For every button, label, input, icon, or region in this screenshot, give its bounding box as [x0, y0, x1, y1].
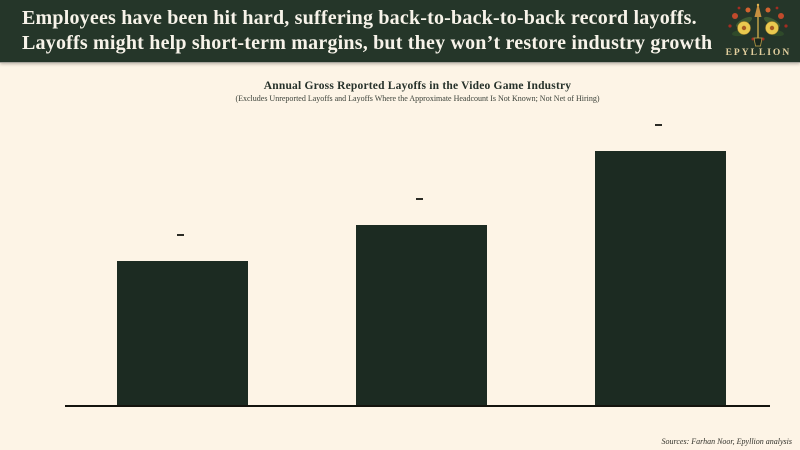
chart-title: Annual Gross Reported Layoffs in the Vid…	[263, 80, 572, 92]
headline: Employees have been hit hard, suffering …	[0, 0, 712, 56]
bar-value-dash	[415, 198, 423, 200]
sources-note: Sources: Farhan Noor, Epyllion analysis	[661, 437, 792, 446]
plot-area	[65, 70, 770, 407]
bar-group-3	[595, 70, 726, 407]
chart-subtitle: (Excludes Unreported Layoffs and Layoffs…	[235, 94, 600, 103]
bar-value-dash	[654, 124, 662, 126]
logo-wordmark: EPYLLION	[725, 48, 792, 58]
chart-header: Annual Gross Reported Layoffs in the Vid…	[65, 80, 770, 103]
epyllion-logo: EPYLLION	[712, 0, 800, 58]
bar	[356, 225, 487, 406]
bar-group-1	[117, 70, 248, 407]
bar	[117, 261, 248, 406]
headline-line-1: Employees have been hit hard, suffering …	[22, 7, 697, 29]
headline-line-2: Layoffs might help short-term margins, b…	[22, 32, 713, 54]
bar-group-2	[356, 70, 487, 407]
bar	[595, 151, 726, 406]
floral-bouquet-icon	[728, 3, 788, 47]
bar-value-dash	[176, 234, 184, 236]
x-axis-line	[65, 405, 770, 407]
header-banner: Employees have been hit hard, suffering …	[0, 0, 800, 62]
